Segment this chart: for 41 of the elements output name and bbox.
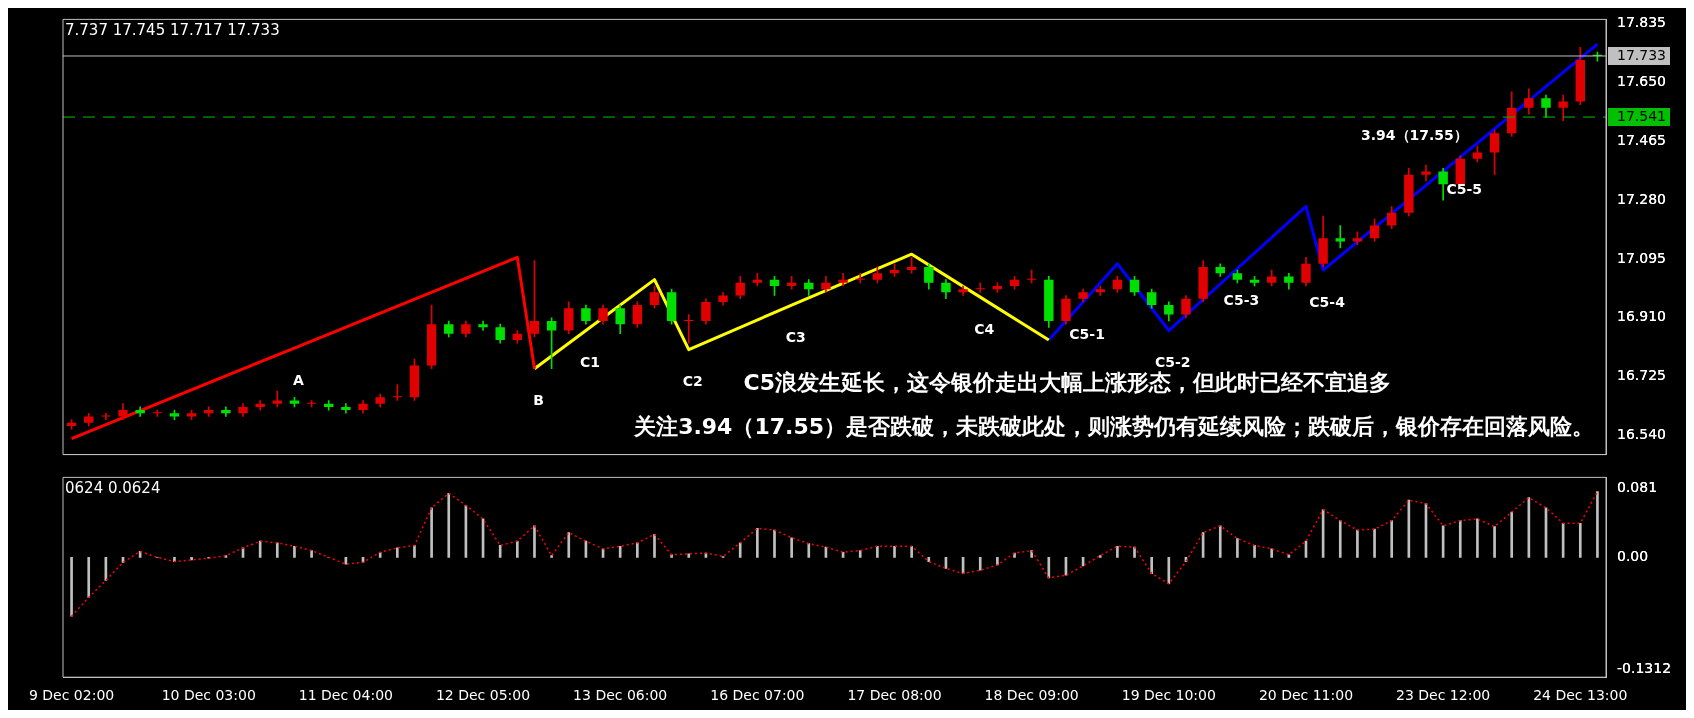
y-tick-label: 16.725 [1617,367,1666,384]
data-label: C2 [682,373,703,390]
x-tick-label: 13 Dec 06:00 [573,687,668,704]
x-tick-label: 19 Dec 10:00 [1121,687,1216,704]
data-label: A [293,371,305,388]
x-tick-label: 16 Dec 07:00 [710,687,805,704]
data-label: C5-2 [1155,354,1191,371]
y-tick-label: 17.733 [1617,46,1666,63]
x-tick-label: 10 Dec 03:00 [161,687,256,704]
y-tick-label: 0.00 [1617,547,1649,564]
annotation: 7.737 17.745 17.717 17.733 [65,20,280,39]
y-tick-label: 17.650 [1617,73,1666,90]
y-tick-label: 17.465 [1617,131,1666,148]
x-tick-label: 24 Dec 13:00 [1533,687,1628,704]
y-tick-label: 17.541 [1617,107,1666,124]
data-label: C1 [579,354,600,371]
x-tick-label: 11 Dec 04:00 [298,687,393,704]
annotation: C5浪发生延长，这令银价走出大幅上涨形态，但此时已经不宜追多 [743,370,1391,396]
y-tick-label: 16.540 [1617,426,1666,443]
data-label: C5-4 [1309,293,1346,310]
annotation: 0624 0.0624 [65,478,161,497]
data-label: B [533,392,544,409]
y-tick-label: 16.910 [1617,308,1666,325]
x-tick-label: 17 Dec 08:00 [847,687,942,704]
data-label: C5-3 [1223,292,1260,309]
data-label: C3 [785,328,806,345]
annotation: 关注3.94（17.55）是否跌破，未跌破此处，则涨势仍有延续风险；跌破后，银价存在回落风险。 [633,414,1594,440]
x-tick-label: 12 Dec 05:00 [435,687,531,704]
y-tick-label: 17.280 [1617,190,1666,207]
data-label: C4 [974,320,995,337]
x-tick-label: 18 Dec 09:00 [984,687,1079,704]
y-tick-label: -0.1312 [1617,659,1672,676]
y-tick-label: 17.095 [1617,249,1666,266]
x-tick-label: 20 Dec 11:00 [1258,687,1354,704]
data-label: C5-1 [1069,325,1105,342]
y-tick-label: 0.081 [1617,478,1658,495]
x-tick-label: 9 Dec 02:00 [28,687,115,704]
data-label: C5-5 [1446,180,1483,197]
x-tick-label: 23 Dec 12:00 [1396,687,1491,704]
ref-line-label: 3.94（17.55） [1361,126,1468,143]
y-tick-label: 17.835 [1617,14,1666,31]
